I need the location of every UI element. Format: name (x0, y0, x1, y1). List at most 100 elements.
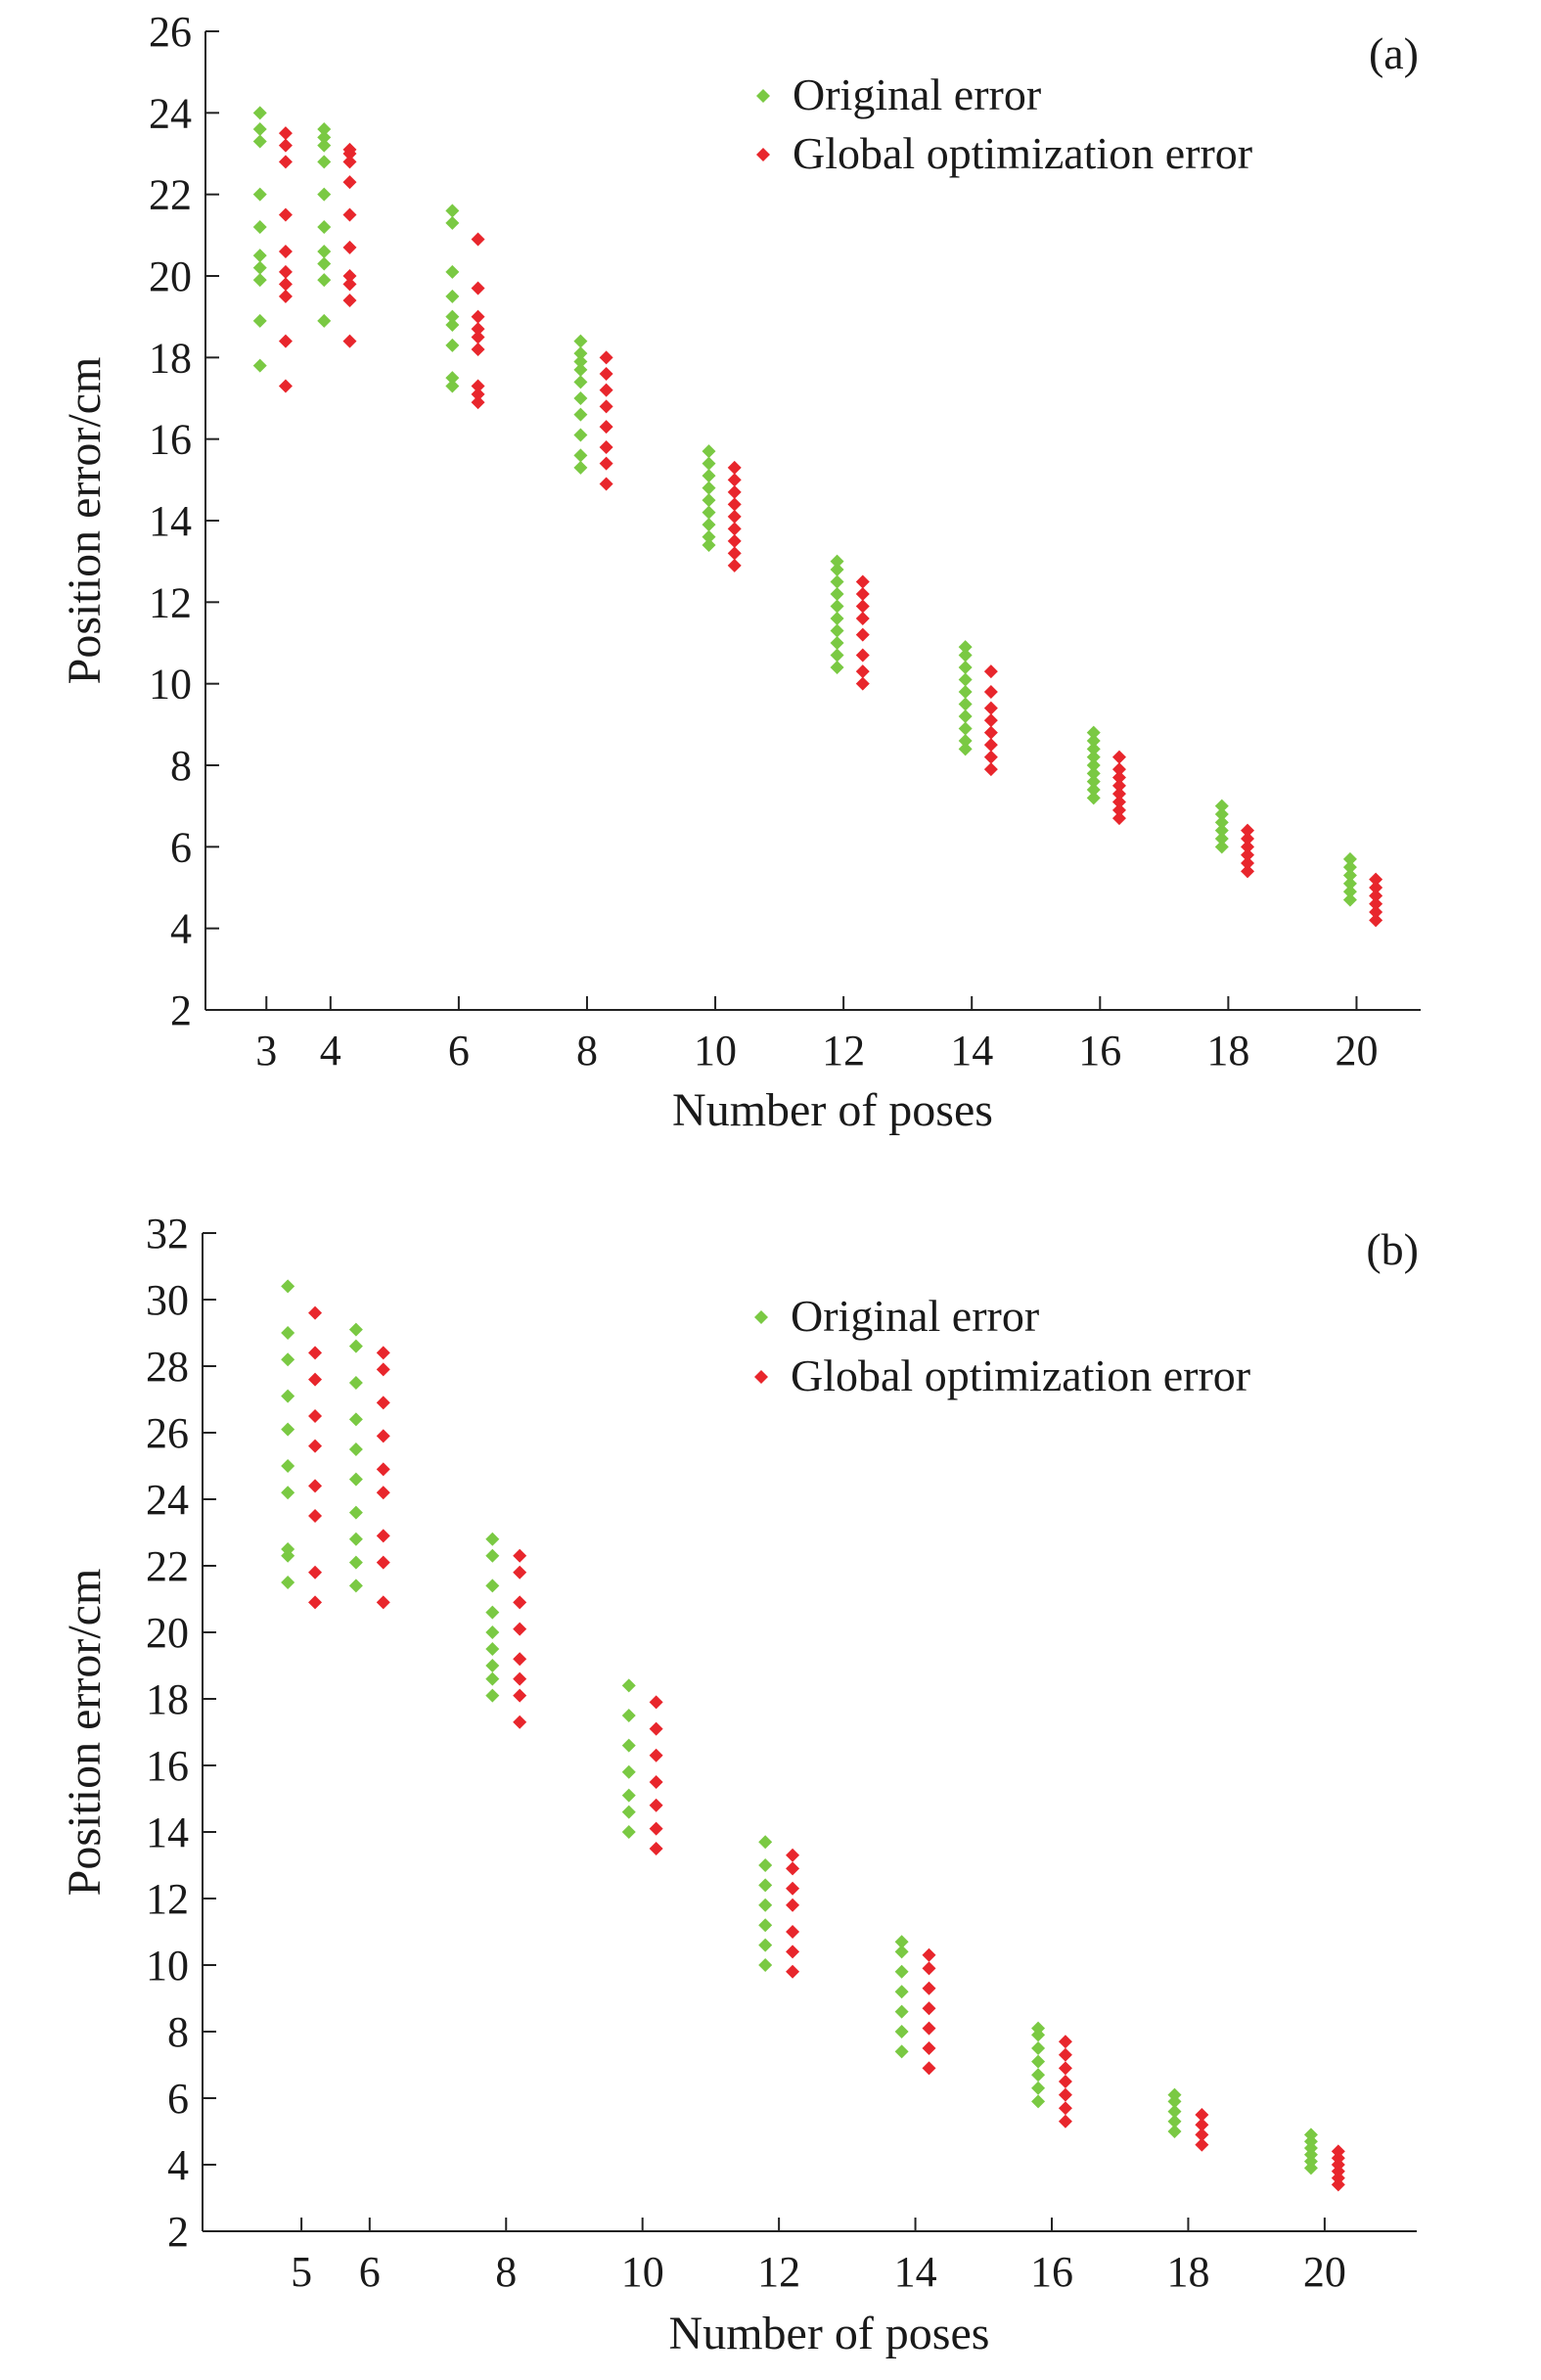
data-point (252, 313, 267, 328)
data-point (1195, 2118, 1209, 2132)
data-point (376, 1429, 390, 1443)
data-point (513, 1548, 527, 1563)
data-point (983, 762, 998, 777)
data-point (702, 481, 716, 495)
y-tick-label: 16 (146, 1742, 189, 1790)
data-point (958, 742, 973, 756)
data-point (1369, 881, 1383, 894)
data-point (1111, 778, 1126, 793)
data-point (1214, 823, 1229, 838)
data-point (278, 245, 293, 258)
data-point (1031, 2021, 1046, 2036)
data-point (922, 2061, 936, 2076)
y-tick-label: 26 (149, 8, 192, 56)
data-point (485, 1688, 500, 1703)
data-point (317, 256, 332, 271)
data-point (348, 1532, 363, 1546)
data-point (1195, 2108, 1209, 2122)
x-axis-label: Number of poses (669, 2308, 990, 2359)
data-point (445, 309, 460, 324)
data-point (445, 264, 460, 279)
x-tick-label: 16 (1030, 2248, 1073, 2296)
data-point (317, 245, 332, 258)
data-point (317, 130, 332, 145)
data-point (308, 1439, 323, 1453)
data-point (513, 1715, 527, 1729)
data-point (252, 249, 267, 263)
data-point (649, 1775, 663, 1789)
data-point (278, 334, 293, 348)
y-tick-label: 32 (146, 1210, 189, 1258)
y-tick-label: 24 (149, 89, 192, 137)
data-point (308, 1565, 323, 1579)
legend-marker (756, 148, 770, 161)
data-point (513, 1622, 527, 1636)
data-point (855, 664, 870, 679)
data-point (958, 697, 973, 711)
legend-label: Original error (793, 69, 1041, 119)
x-tick-label: 18 (1166, 2248, 1209, 2296)
data-point (1195, 2128, 1209, 2142)
data-point (1369, 889, 1383, 903)
data-point (983, 725, 998, 740)
y-tick-label: 30 (146, 1276, 189, 1324)
data-point (1214, 799, 1229, 813)
data-point (1058, 2075, 1072, 2088)
data-point (281, 1422, 295, 1437)
data-point (649, 1798, 663, 1812)
data-point (252, 220, 267, 234)
data-point (317, 122, 332, 136)
y-tick-label: 2 (170, 986, 192, 1034)
x-tick-label: 20 (1335, 1027, 1378, 1075)
y-tick-label: 20 (149, 252, 192, 300)
data-point (1058, 2047, 1072, 2062)
data-point (922, 1947, 936, 1962)
data-point (317, 155, 332, 169)
data-point (1086, 734, 1101, 748)
data-point (281, 1279, 295, 1294)
data-point (445, 204, 460, 218)
data-point (1111, 750, 1126, 764)
data-point (830, 612, 844, 625)
data-point (376, 1346, 390, 1360)
data-point (599, 399, 613, 414)
data-point (983, 664, 998, 679)
data-point (894, 1935, 909, 1949)
data-point (758, 1858, 773, 1872)
data-point (1342, 851, 1357, 866)
y-tick-label: 24 (146, 1476, 189, 1524)
data-point (308, 1372, 323, 1387)
data-point (308, 1509, 323, 1523)
data-point (471, 232, 485, 247)
data-point (1058, 2087, 1072, 2102)
data-point (727, 473, 742, 487)
data-point (1086, 758, 1101, 772)
y-tick-label: 28 (146, 1343, 189, 1391)
data-point (252, 273, 267, 288)
data-point (786, 1964, 800, 1979)
data-point (485, 1642, 500, 1656)
data-point (922, 2001, 936, 2016)
data-point (855, 648, 870, 663)
data-point (958, 661, 973, 674)
legend-label: Original error (791, 1291, 1039, 1341)
legend: Original error Global optimization error (756, 69, 1252, 178)
data-point (281, 1542, 295, 1556)
data-point (702, 444, 716, 459)
data-point (348, 1555, 363, 1570)
series-original-error (281, 1279, 1318, 2175)
data-point (376, 1362, 390, 1377)
data-point (786, 1925, 800, 1939)
data-point (894, 2025, 909, 2038)
data-point (830, 599, 844, 614)
data-point (599, 477, 613, 491)
data-point (621, 1709, 636, 1722)
data-point (922, 1961, 936, 1976)
data-point (894, 1985, 909, 1999)
data-point (649, 1842, 663, 1855)
data-point (281, 1576, 295, 1589)
data-point (513, 1595, 527, 1610)
data-point (702, 469, 716, 483)
data-point (485, 1659, 500, 1672)
data-point (1086, 725, 1101, 740)
